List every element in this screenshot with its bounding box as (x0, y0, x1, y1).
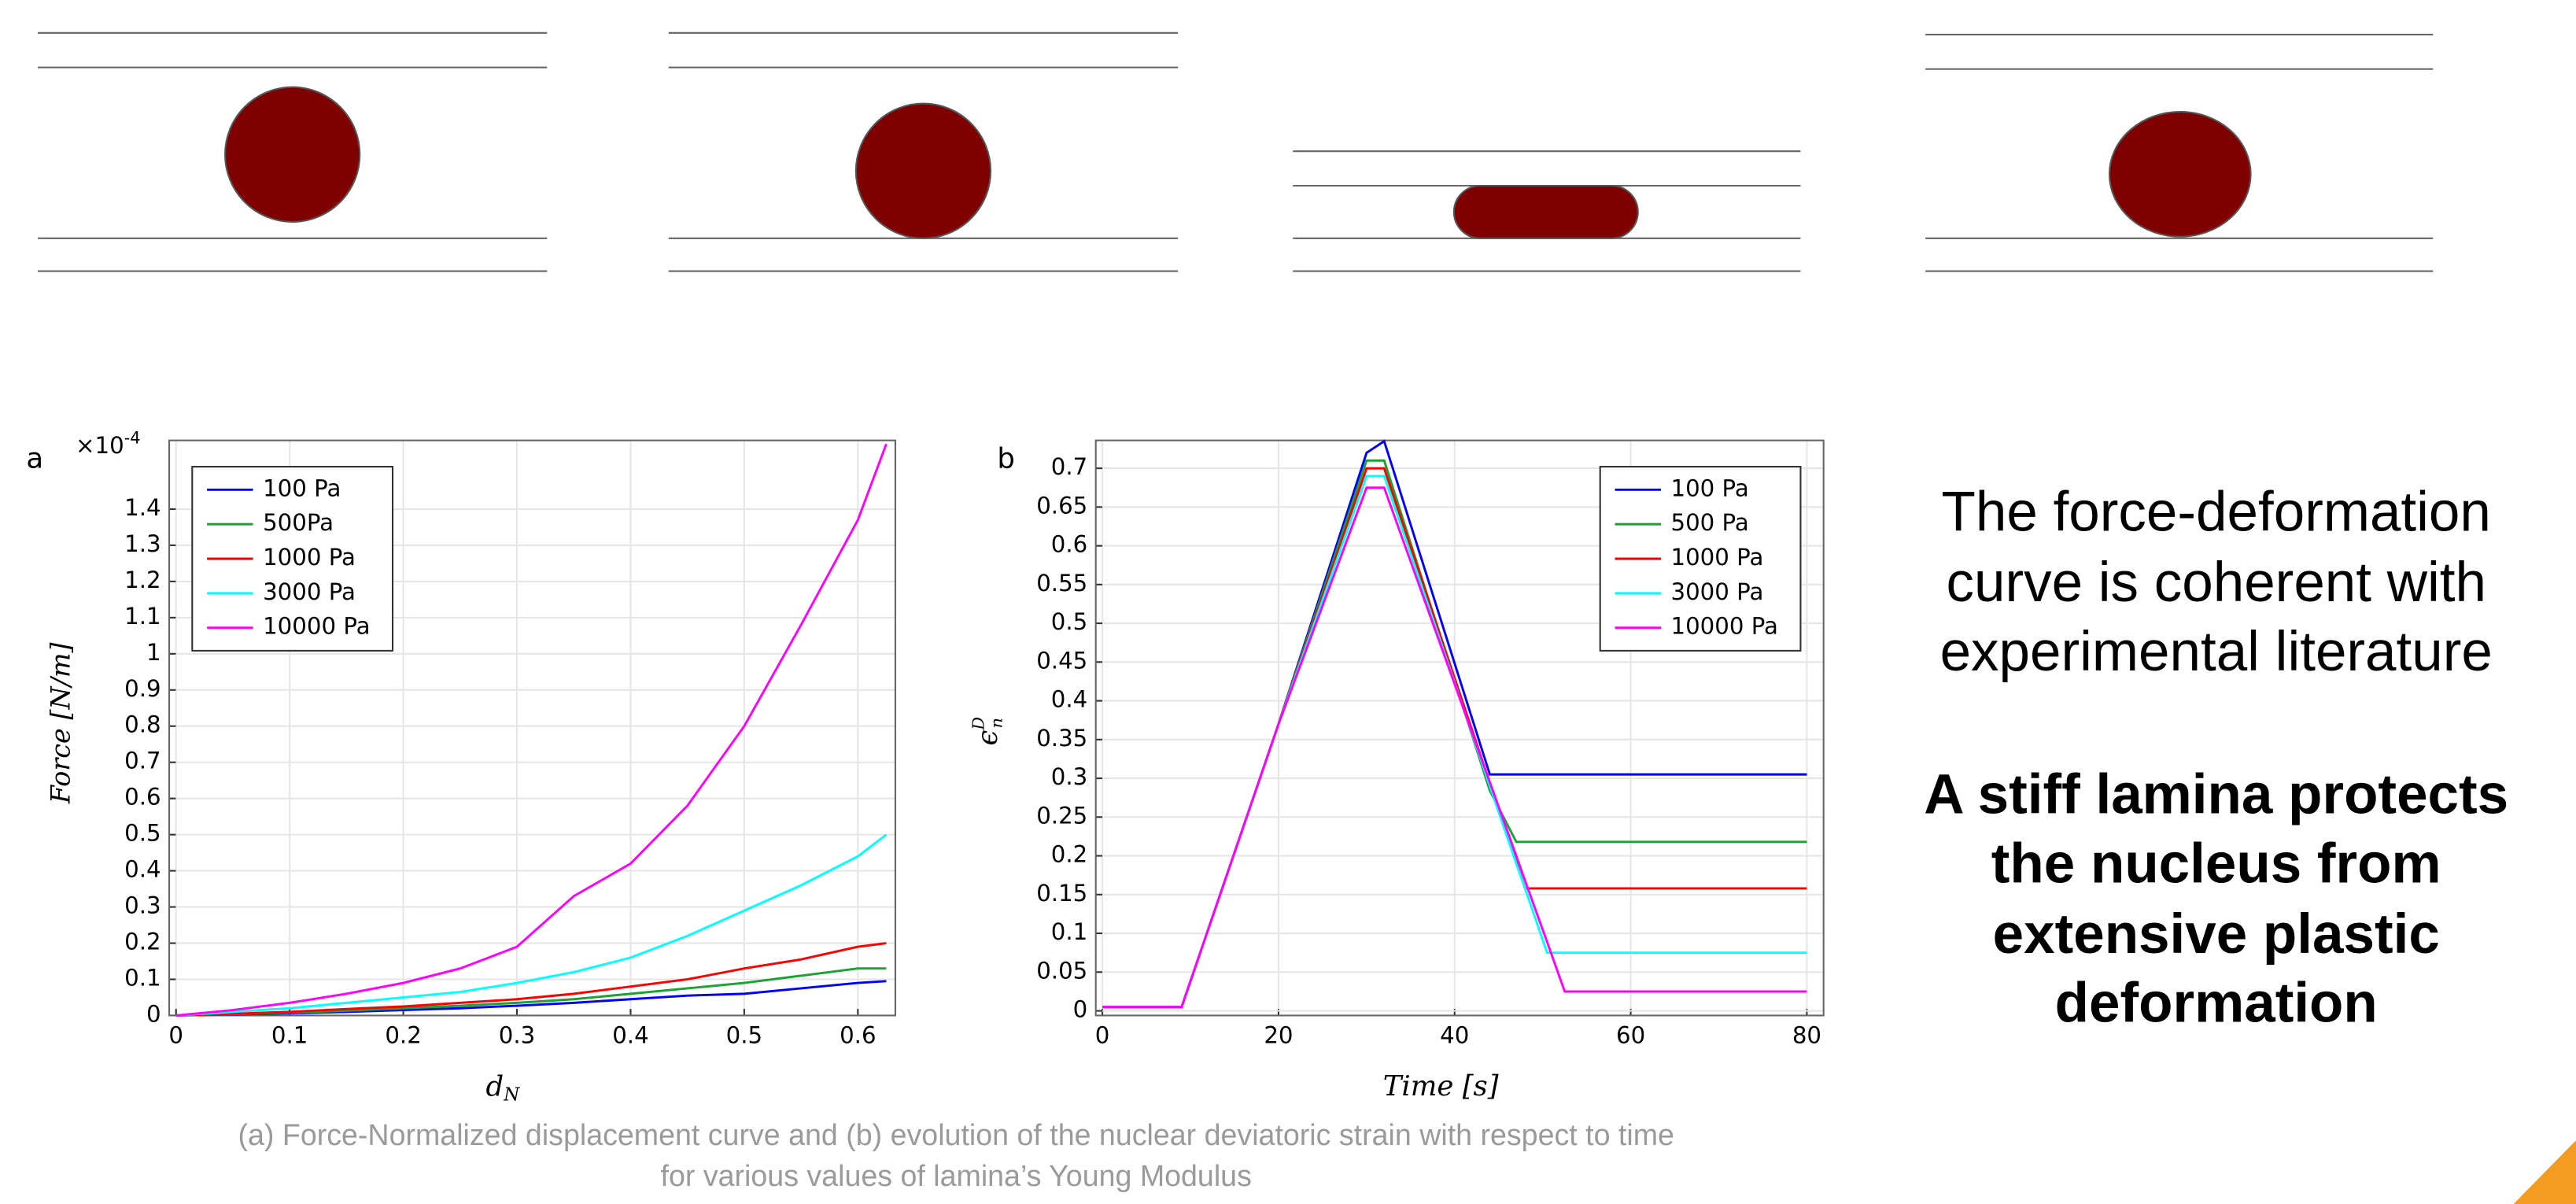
y-tick-label: 0.1 (124, 964, 161, 991)
legend-label: 10000 Pa (263, 613, 370, 640)
y-tick-label: 0.6 (124, 784, 161, 811)
x-tick-label: 0.1 (271, 1022, 308, 1049)
y-tick-label: 1.1 (124, 603, 161, 630)
legend-label: 1000 Pa (1671, 544, 1764, 571)
x-tick-label: 0.5 (726, 1022, 762, 1049)
x-axis-label: Time [s] (1383, 1070, 1499, 1102)
y-tick-label: 1 (146, 639, 161, 666)
chart: 0 20 40 60 80 0 0.05 0.1 0.15 0.2 0.25 0.3 0.35 0.4 0.… (1036, 439, 1825, 1049)
nucleus (2108, 110, 2252, 238)
x-tick-label: 0 (168, 1022, 183, 1049)
corner-decoration (2513, 1140, 2576, 1204)
statement: The force-deformation curve is coherent … (1940, 481, 2493, 682)
conclusion-line: deformation (2055, 973, 2378, 1035)
nucleus (1452, 184, 1639, 239)
panel-label: b (997, 443, 1015, 475)
x-axis-label-sub: N (503, 1085, 520, 1106)
legend-label: 100 Pa (263, 475, 341, 501)
illustrations (38, 31, 2434, 272)
y-axis-label: ϵDn (969, 717, 1006, 746)
y-tick-label: 0.2 (1051, 841, 1087, 868)
legend-label: 100 Pa (1671, 475, 1749, 501)
conclusion-line: the nucleus from (1991, 833, 2441, 895)
x-axis-label: dN (486, 1070, 521, 1106)
series-line (175, 833, 888, 1017)
conclusion: A stiff lamina protects the nucleus from… (1924, 764, 2508, 1035)
legend-label: 1000 Pa (263, 544, 356, 571)
y-tick-label: 0.5 (1051, 608, 1087, 635)
y-multiplier-base: ×10 (76, 432, 124, 459)
plot-frame (168, 439, 897, 1017)
panel-label: a (26, 443, 43, 475)
y-tick-label: 0.6 (1051, 531, 1087, 558)
conclusion-line: A stiff lamina protects (1924, 764, 2508, 826)
x-tick-label: 0.4 (612, 1022, 648, 1049)
conclusion-line: extensive plastic (1993, 903, 2440, 966)
y-tick-label: 0.05 (1036, 957, 1087, 984)
y-axis-label-sub: n (987, 718, 1006, 728)
x-tick-label: 20 (1264, 1022, 1293, 1049)
nucleus (224, 86, 361, 223)
statement-line: experimental literature (1940, 621, 2493, 683)
x-tick-label: 0 (1095, 1022, 1110, 1049)
series-line (1102, 486, 1807, 1009)
y-tick-label: 0.3 (1051, 763, 1087, 790)
y-tick-label: 0.9 (124, 675, 161, 702)
y-tick-label: 0.15 (1036, 880, 1087, 907)
y-axis-label: Force [N/m] (45, 641, 76, 804)
x-tick-label: 60 (1616, 1022, 1645, 1049)
y-tick-label: 0.1 (1051, 918, 1087, 945)
x-tick-label: 80 (1792, 1022, 1821, 1049)
y-tick-label: 1.2 (124, 567, 161, 593)
y-tick-label: 1.3 (124, 530, 161, 557)
y-multiplier: ×10-4 (76, 429, 140, 459)
nucleus (854, 102, 992, 239)
series-line (175, 443, 888, 1017)
legend-label: 3000 Pa (263, 578, 356, 605)
y-multiplier-exp: -4 (124, 429, 141, 448)
y-tick-label: 0.2 (124, 929, 161, 955)
legend-label: 3000 Pa (1671, 578, 1764, 605)
caption-line: (a) Force-Normalized displacement curve … (238, 1118, 1674, 1151)
x-tick-label: 0.2 (385, 1022, 421, 1049)
y-tick-label: 0.45 (1036, 647, 1087, 674)
legend: 100 Pa 500 Pa 1000 Pa 3000 Pa 10000 Pa (1599, 466, 1802, 652)
y-tick-label: 1.4 (124, 494, 161, 521)
chart: 0 0.1 0.2 0.3 0.4 0.5 0.6 0 0.1 0.2 0.3 0.4 0.5 0.6 0.… (124, 439, 897, 1049)
y-tick-label: 0.4 (124, 856, 161, 883)
legend: 100 Pa 500Pa 1000 Pa 3000 Pa 10000 Pa (191, 466, 394, 652)
legend-label: 10000 Pa (1671, 613, 1778, 640)
statement-line: The force-deformation (1942, 481, 2491, 543)
legend-label: 500 Pa (1671, 509, 1749, 536)
y-tick-label: 0.55 (1036, 570, 1087, 596)
x-tick-label: 0.6 (840, 1022, 876, 1049)
y-tick-label: 0.5 (124, 820, 161, 847)
y-tick-label: 0.4 (1051, 686, 1087, 713)
x-tick-label: 0.3 (499, 1022, 535, 1049)
y-tick-label: 0.7 (1051, 453, 1087, 480)
y-tick-label: 0.8 (124, 711, 161, 738)
series-line (175, 942, 887, 1017)
x-axis-label-main: d (486, 1070, 504, 1102)
y-axis-label-sup: D (969, 717, 987, 731)
y-tick-label: 0 (146, 1000, 161, 1027)
y-tick-label: 0.7 (124, 748, 161, 774)
legend-label: 500Pa (263, 509, 334, 536)
y-tick-label: 0.25 (1036, 802, 1087, 829)
x-tick-label: 40 (1440, 1022, 1469, 1049)
y-tick-label: 0.65 (1036, 492, 1087, 519)
y-tick-label: 0.35 (1036, 725, 1087, 752)
caption-line: for various values of lamina’s Young Mod… (661, 1159, 1252, 1192)
y-axis-label-main: ϵ (971, 730, 1003, 746)
y-tick-label: 0 (1073, 996, 1088, 1023)
plot-frame (1094, 439, 1825, 1017)
y-tick-label: 0.3 (124, 892, 161, 919)
statement-line: curve is coherent with (1946, 552, 2486, 614)
